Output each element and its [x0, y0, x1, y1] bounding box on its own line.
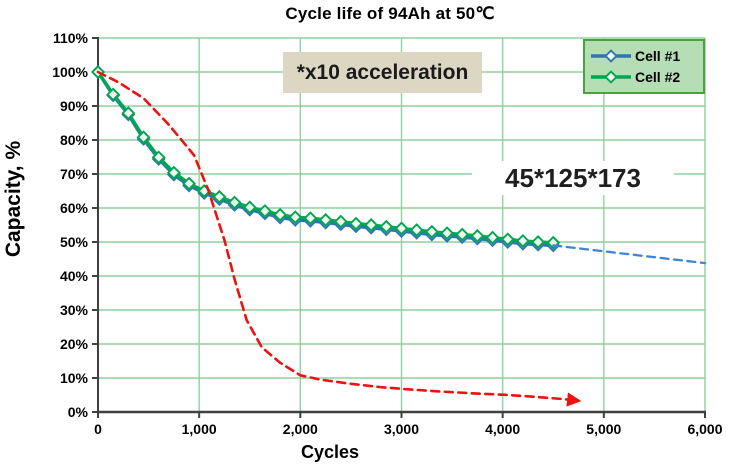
data-point-marker	[151, 150, 166, 165]
y-tick-label: 0%	[67, 404, 88, 420]
data-point-marker	[485, 230, 500, 245]
chart-title: Cycle life of 94Ah at 50℃	[285, 4, 495, 23]
data-point-marker	[121, 106, 136, 121]
cell-dimensions-annotation: 45*125*173	[472, 161, 674, 195]
y-tick-label: 30%	[59, 302, 88, 318]
x-tick-label: 6,000	[687, 421, 723, 437]
y-tick-label: 60%	[59, 200, 88, 216]
legend-label-cell-2: Cell #2	[635, 69, 681, 86]
data-point-marker	[409, 223, 424, 238]
data-point-marker	[166, 165, 181, 180]
x-tick-label: 5,000	[586, 421, 622, 437]
data-point-marker	[136, 130, 151, 145]
x-tick-label: 1,000	[181, 421, 217, 437]
data-point-marker	[424, 224, 439, 239]
x-tick-label: 3,000	[383, 421, 420, 437]
data-point-marker	[318, 212, 333, 227]
data-point-marker	[303, 211, 318, 226]
data-point-marker	[333, 214, 348, 229]
data-point-marker	[257, 204, 272, 219]
y-tick-label: 10%	[59, 370, 88, 386]
data-point-marker	[394, 221, 409, 236]
y-tick-label: 90%	[59, 98, 88, 114]
x-tick-label: 2,000	[282, 421, 318, 437]
series-cell-2	[91, 65, 561, 250]
series--x10-acceleration	[96, 70, 582, 407]
x-axis-label: Cycles	[300, 442, 360, 462]
data-point-marker	[531, 235, 546, 249]
axes	[92, 37, 706, 418]
y-tick-label: 110%	[52, 30, 88, 46]
legend-item-cell-2: Cell #2	[589, 69, 699, 85]
data-point-marker	[379, 219, 394, 234]
y-tick-label: 70%	[59, 166, 88, 182]
cell-1-line-marker-icon	[591, 48, 631, 63]
data-point-marker	[349, 216, 363, 231]
data-point-marker	[106, 87, 121, 102]
data-point-marker	[500, 232, 515, 247]
legend-label-cell-1: Cell #1	[635, 47, 681, 64]
series-projection	[552, 244, 707, 265]
data-point-marker	[182, 176, 196, 191]
cell-2-line-marker-icon	[591, 70, 631, 85]
y-tick-label: 100%	[52, 64, 88, 80]
data-point-marker	[227, 195, 242, 210]
data-point-marker	[364, 218, 379, 232]
data-point-marker	[273, 207, 288, 222]
y-tick-label: 20%	[59, 336, 88, 352]
y-tick-label: 50%	[59, 234, 88, 250]
data-point-marker	[455, 227, 470, 242]
y-tick-label: 40%	[59, 268, 88, 284]
data-point-marker	[242, 200, 257, 215]
data-point-marker	[288, 210, 303, 225]
legend-box: Cell #1 Cell #2	[583, 39, 705, 94]
y-axis-label: Capacity, %	[2, 140, 25, 258]
y-tick-label: 80%	[59, 132, 88, 148]
data-point-marker	[440, 226, 454, 241]
acceleration-annotation: *x10 acceleration	[283, 52, 482, 93]
data-point-marker	[212, 189, 227, 204]
legend-item-cell-1: Cell #1	[589, 48, 699, 64]
x-tick-label: 0	[94, 421, 102, 437]
x-tick-label: 4,000	[485, 421, 521, 437]
data-point-marker	[470, 228, 485, 243]
data-point-marker	[515, 234, 530, 248]
